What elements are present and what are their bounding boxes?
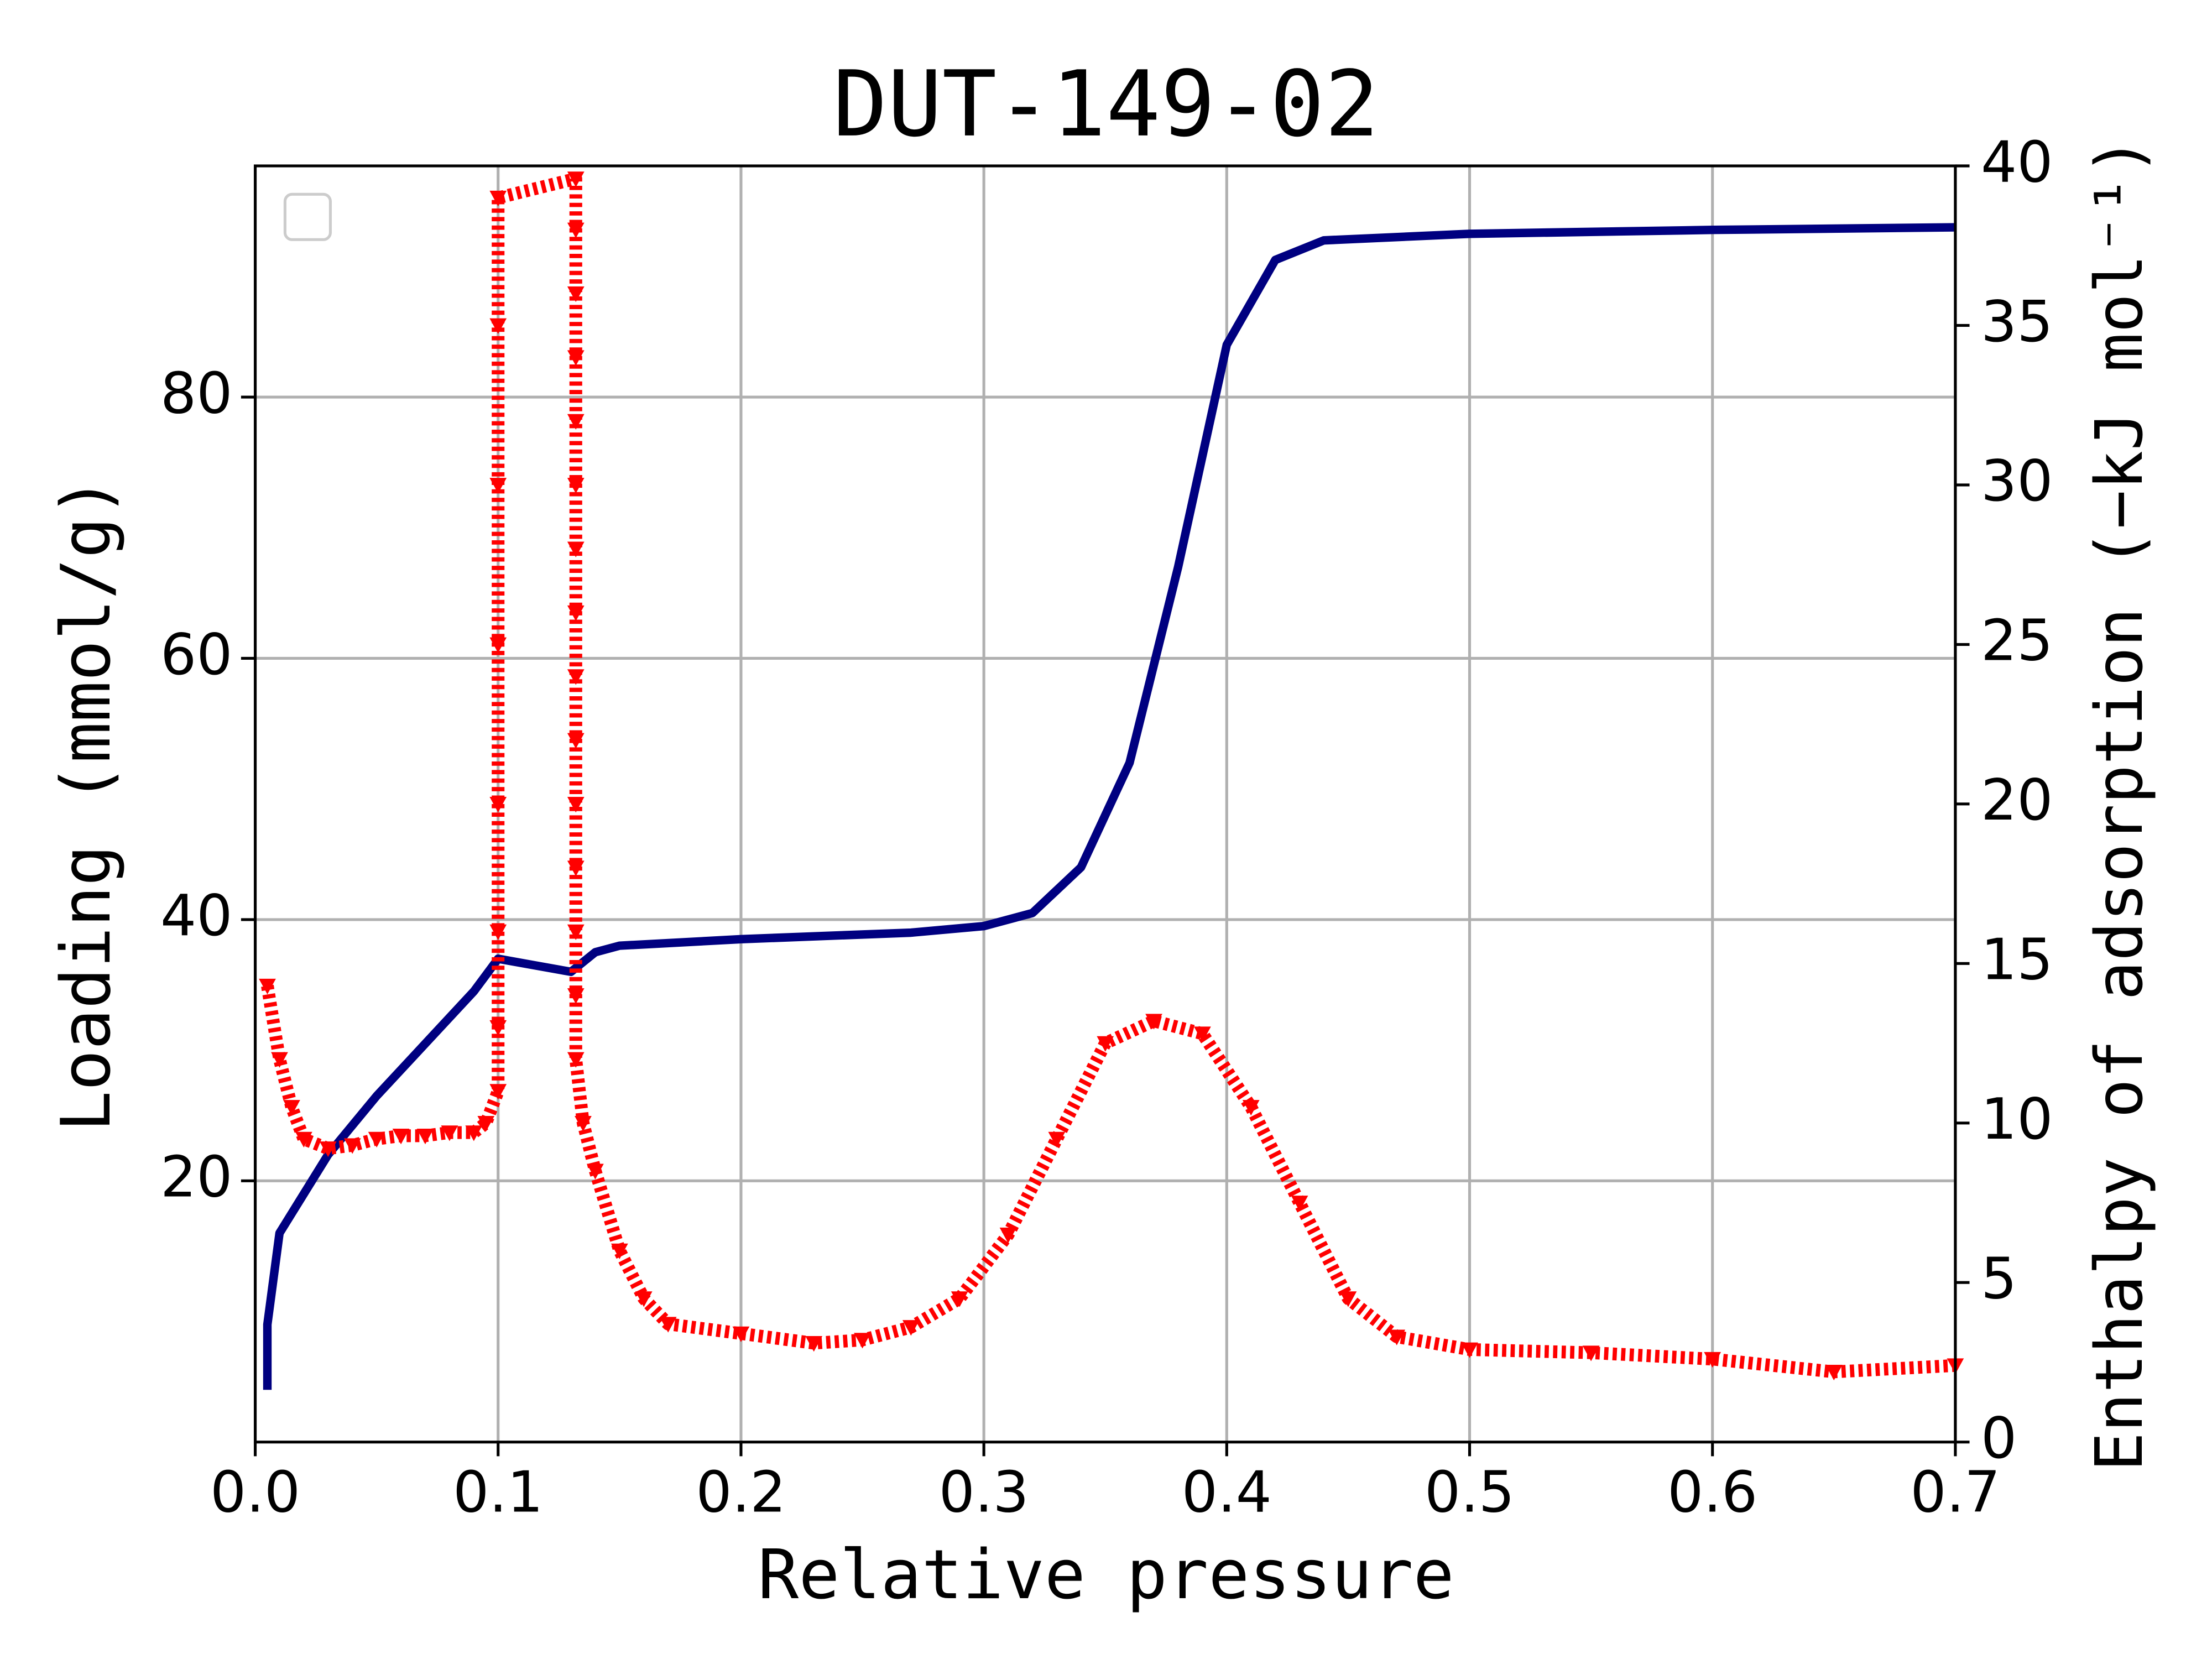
plot-area — [259, 171, 1964, 1390]
y2-tick-label: 30 — [1981, 448, 2053, 514]
x-tick-label: 0.3 — [939, 1459, 1029, 1525]
x-tick-label: 0.6 — [1667, 1459, 1757, 1525]
axes-frame — [253, 164, 1957, 1444]
chart-title: DUT-149-02 — [833, 51, 1379, 157]
y-tick-label: 20 — [160, 1145, 232, 1211]
x-tick-label: 0.1 — [453, 1459, 543, 1525]
x-tick-label: 0.7 — [1910, 1459, 2000, 1525]
y2-tick-label: 10 — [1981, 1087, 2053, 1152]
marker-trail — [261, 172, 1956, 1379]
marker — [1388, 1329, 1406, 1345]
x-tick-label: 0.0 — [210, 1459, 300, 1525]
legend-box — [283, 192, 332, 241]
y-tick-label: 80 — [160, 361, 232, 426]
y2-axis-label: Enthalpy of adsorption (−kJ mol⁻¹) — [2081, 137, 2157, 1472]
series-line — [263, 223, 1955, 1390]
y2-tick-label: 0 — [1981, 1406, 2017, 1472]
y2-tick-label: 20 — [1981, 768, 2053, 833]
x-axis-label: Relative pressure — [758, 1536, 1454, 1615]
x-tick-label: 0.5 — [1425, 1459, 1515, 1525]
y2-tick-label: 15 — [1981, 927, 2053, 993]
y2-tick-label: 35 — [1981, 289, 2053, 355]
x-tick-label: 0.4 — [1182, 1459, 1272, 1525]
x-tick-label: 0.2 — [696, 1459, 786, 1525]
y-tick-label: 40 — [160, 883, 232, 949]
y-axis-label: Loading (mmol/g) — [47, 476, 126, 1131]
y2-tick-label: 25 — [1981, 608, 2053, 674]
y-tick-label: 60 — [160, 622, 232, 688]
grid — [253, 166, 1957, 1442]
y2-tick-label: 5 — [1981, 1246, 2017, 1312]
y2-tick-label: 40 — [1981, 129, 2053, 195]
